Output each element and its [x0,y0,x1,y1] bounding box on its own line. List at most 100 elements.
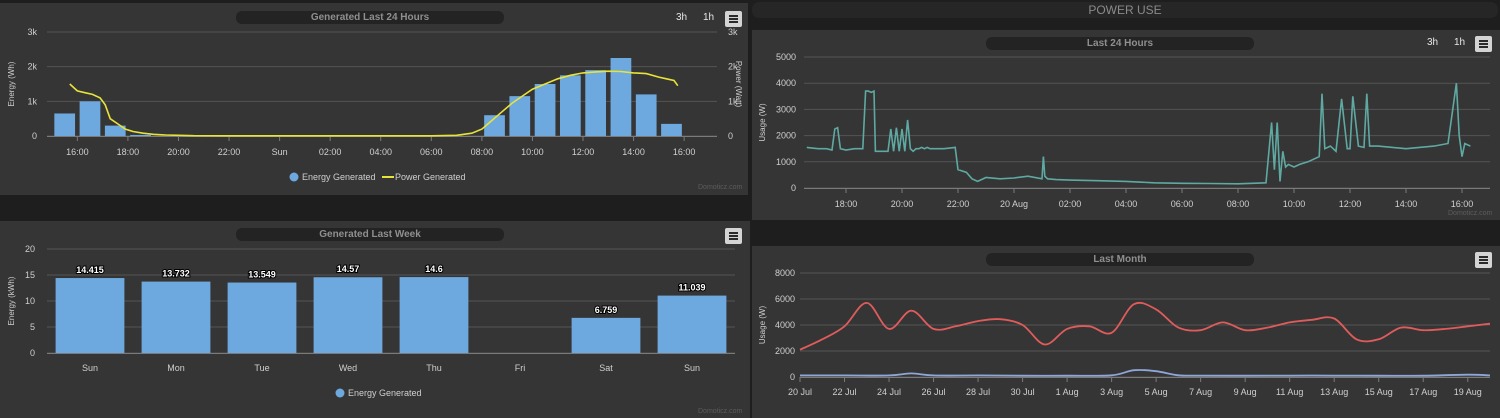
energy-bar [559,75,581,136]
x-tick-label: 14:00 [622,147,645,157]
y-tick-label: 0 [791,183,796,193]
y-tick-label: 3000 [776,104,796,114]
energy-bar [610,58,632,136]
energy-bar [571,317,641,353]
x-tick-label: 14:00 [1395,199,1418,209]
y-tick-label: 0 [30,348,35,358]
x-tick-label: Tue [254,363,269,373]
chart-title-generated-24h: Generated Last 24 Hours [236,11,504,24]
chart-title-generated-week: Generated Last Week [236,228,504,241]
y-right-tick-label: 2k [728,62,738,72]
x-tick-label: 26 Jul [922,387,946,397]
x-tick-label: 18:00 [117,147,140,157]
y-right-axis-label: Power (Watt) [734,61,743,108]
range-1h-button[interactable]: 1h [703,12,715,23]
data-label: 11.039 [678,283,705,293]
hamburger-menu-icon[interactable] [725,11,742,27]
x-tick-label: 20 Aug [1000,199,1028,209]
x-tick-label: 13 Aug [1320,387,1348,397]
x-tick-label: 18:00 [835,199,858,209]
x-tick-label: 04:00 [1115,199,1138,209]
data-label: 6.759 [595,305,618,315]
energy-bar [585,70,607,136]
x-tick-label: 24 Jul [877,387,901,397]
y-axis-label: Energy (kWh) [7,276,16,325]
hamburger-menu-icon[interactable] [1475,36,1492,52]
x-tick-label: 08:00 [471,147,494,157]
energy-bar [661,123,682,136]
energy-bar [534,84,556,136]
x-tick-label: Sun [272,147,288,157]
y-tick-label: 0 [32,131,37,141]
y-axis-label: Usage (W) [758,103,767,142]
x-tick-label: 06:00 [420,147,443,157]
x-tick-label: 20 Jul [788,387,812,397]
left-bottom-panel: Generated Last Week 0 5 10 15 20 Energy (kWh)… [0,221,750,418]
x-tick-label: 08:00 [1227,199,1250,209]
x-tick-label: 16:00 [673,147,696,157]
x-tick-label: 22:00 [947,199,970,209]
x-tick-label: 28 Jul [966,387,990,397]
right-top-panel: Last 24 Hours 3h 1h 0 1000 2000 3000 4000 500… [752,30,1500,220]
usage-24h-chart: 0 1000 2000 3000 4000 5000 Usage (W) 18:00 20:00… [758,52,1490,209]
x-tick-label: Sat [599,363,613,373]
x-tick-label: 16:00 [1451,199,1474,209]
max-usage-line [799,301,1491,351]
hamburger-menu-icon[interactable] [1475,252,1492,268]
x-tick-label: 16:00 [66,147,89,157]
y-tick-label: 5 [30,322,35,332]
x-tick-label: Wed [339,363,357,373]
energy-bar [657,295,727,353]
energy-bar [79,101,101,136]
x-tick-label: Thu [426,363,442,373]
legend-energy-marker [335,388,345,398]
x-tick-label: 20:00 [167,147,190,157]
legend-energy-marker [289,172,299,182]
y-tick-label: 2000 [776,131,796,141]
chart-credit: Domoticz.com [698,184,743,191]
y-tick-label: 0 [790,372,795,382]
x-tick-label: 1 Aug [1056,387,1079,397]
y-axis-label: Usage (W) [758,306,767,345]
range-3h-button[interactable]: 3h [676,12,688,23]
data-label: 14.6 [425,264,443,274]
energy-bar [130,134,151,136]
usage-line [806,83,1471,185]
y-right-tick-label: 1k [728,96,738,106]
left-top-panel: Generated Last 24 Hours 3h 1h 0 0 1k 1k 2k 2k… [0,3,748,195]
generated-week-chart: 0 5 10 15 20 Energy (kWh) Sun 14.415 Mon 13.732 Tu… [7,244,735,398]
y-axis-label: Energy (Wh) [7,61,16,106]
hamburger-menu-icon[interactable] [725,228,742,244]
x-tick-label: 10:00 [1283,199,1306,209]
y-right-tick-label: 0 [728,131,733,141]
range-1h-button[interactable]: 1h [1454,37,1466,48]
x-tick-label: 5 Aug [1145,387,1168,397]
x-tick-label: Sun [82,363,98,373]
energy-bar [313,277,383,353]
energy-bar [509,96,531,136]
x-tick-label: 30 Jul [1011,387,1035,397]
legend-power-label: Power Generated [395,172,466,182]
chart-credit: Domoticz.com [1448,210,1493,217]
x-tick-label: 22:00 [218,147,241,157]
range-3h-button[interactable]: 3h [1427,37,1439,48]
x-tick-label: Mon [167,363,185,373]
energy-bar [141,281,211,353]
data-label: 13.549 [248,270,276,280]
x-tick-label: 15 Aug [1365,387,1393,397]
data-label: 14.57 [337,264,360,274]
x-tick-label: 9 Aug [1234,387,1257,397]
data-label: 14.415 [76,265,104,275]
energy-bar [54,113,76,136]
y-tick-label: 6000 [775,294,795,304]
x-tick-label: 02:00 [1059,199,1082,209]
energy-bar [399,277,469,353]
x-tick-label: 19 Aug [1454,387,1482,397]
chart-title-usage-24h: Last 24 Hours [986,37,1254,50]
min-usage-line [799,369,1491,377]
x-tick-label: Sun [684,363,700,373]
usage-month-chart: 0 2000 4000 6000 8000 Usage (W) 20 Jul 22 Jul 24… [758,268,1491,397]
y-right-tick-label: 3k [728,27,738,37]
energy-bar [227,282,297,353]
x-tick-label: 04:00 [369,147,392,157]
